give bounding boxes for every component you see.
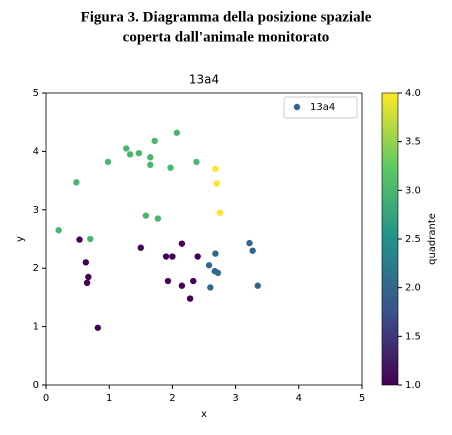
point xyxy=(167,164,174,171)
point xyxy=(212,250,219,257)
point xyxy=(94,324,102,331)
point xyxy=(212,165,219,173)
point xyxy=(194,253,201,260)
y-tick-label: 1 xyxy=(33,322,39,333)
point xyxy=(123,145,130,152)
x-tick-label: 3 xyxy=(232,393,238,404)
colorbar-tick-label: 3.5 xyxy=(405,137,421,148)
point xyxy=(178,240,186,247)
point xyxy=(207,284,214,291)
point xyxy=(82,259,90,266)
x-tick-label: 0 xyxy=(43,393,49,404)
x-axis-label: x xyxy=(201,409,207,420)
point xyxy=(193,158,200,166)
y-tick-label: 5 xyxy=(33,88,39,99)
point xyxy=(173,129,181,136)
point xyxy=(104,158,112,166)
point xyxy=(213,180,220,187)
colorbar-tick-label: 3.0 xyxy=(405,185,421,196)
point xyxy=(142,212,150,219)
point xyxy=(135,149,143,157)
point xyxy=(76,236,83,243)
point xyxy=(55,227,62,234)
y-tick-label: 3 xyxy=(33,205,39,216)
point xyxy=(246,239,253,247)
point xyxy=(205,262,213,269)
point xyxy=(164,277,172,285)
colorbar-tick-label: 2.0 xyxy=(405,283,421,294)
point xyxy=(126,151,134,158)
plot-frame xyxy=(45,92,363,386)
point xyxy=(151,137,158,145)
point xyxy=(147,154,154,161)
y-tick-label: 2 xyxy=(33,263,39,274)
point xyxy=(178,282,186,289)
x-tick-label: 5 xyxy=(359,393,365,404)
colorbar-tick-label: 4.0 xyxy=(405,88,421,99)
caption-line: coperta dall'animale monitorato xyxy=(123,29,330,45)
point xyxy=(254,282,261,289)
point xyxy=(85,273,92,281)
legend-marker xyxy=(293,103,301,111)
colorbar xyxy=(381,92,399,386)
point xyxy=(216,209,223,216)
x-tick-label: 4 xyxy=(296,393,302,404)
y-axis-label: y xyxy=(15,236,26,242)
colorbar-tick-label: 1.5 xyxy=(405,331,421,342)
point xyxy=(73,179,80,186)
point xyxy=(137,244,144,251)
x-tick-label: 2 xyxy=(169,393,175,404)
y-tick-label: 4 xyxy=(33,146,39,157)
point xyxy=(186,295,194,302)
colorbar-label: quadrante xyxy=(427,213,438,265)
point xyxy=(162,253,170,260)
point xyxy=(154,215,162,222)
x-tick-label: 1 xyxy=(106,393,112,404)
chart-title: 13a4 xyxy=(189,73,219,87)
point xyxy=(214,269,222,277)
colorbar-tick-label: 1.0 xyxy=(405,380,421,391)
point xyxy=(87,235,94,243)
point xyxy=(249,247,256,254)
y-tick-label: 0 xyxy=(33,380,39,391)
point xyxy=(147,161,154,169)
point xyxy=(83,279,91,286)
point xyxy=(169,253,176,260)
colorbar-tick-label: 2.5 xyxy=(405,234,421,245)
caption-line: Figura 3. Diagramma della posizione spaz… xyxy=(81,9,372,25)
legend xyxy=(283,96,358,119)
legend-label: 13a4 xyxy=(310,102,335,113)
point xyxy=(190,277,197,285)
